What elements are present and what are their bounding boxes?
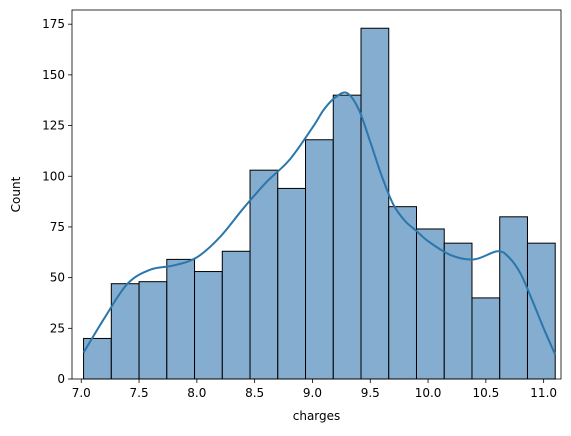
y-axis-label: Count (9, 176, 23, 212)
histogram-bar-7 (277, 187, 307, 380)
histogram-bar-11 (388, 206, 417, 380)
histogram-bar-4 (194, 271, 223, 380)
histogram-bar-2 (138, 281, 168, 380)
y-tick-label-1: 25 (50, 321, 65, 335)
y-tick-label-6: 150 (42, 68, 65, 82)
histogram-bar-10 (360, 27, 390, 380)
y-tick-label-7: 175 (42, 17, 65, 31)
axes-frame (71, 9, 562, 380)
x-tick-label-2: 8.0 (187, 386, 206, 400)
histogram-bar-1 (110, 283, 140, 380)
x-axis-label: charges (293, 409, 341, 423)
x-tick-label-8: 11.0 (530, 386, 557, 400)
x-tick-label-3: 8.5 (245, 386, 264, 400)
histogram-bar-9 (332, 94, 362, 380)
x-tick-label-5: 9.5 (361, 386, 380, 400)
histogram-bar-16 (526, 242, 556, 380)
histogram-bar-15 (499, 216, 528, 380)
y-axis-ticks: 0 25 50 75 100 125 150 175 (42, 17, 72, 386)
x-tick-label-1: 7.5 (130, 386, 149, 400)
x-tick-label-0: 7.0 (72, 386, 91, 400)
histogram-bar-6 (249, 169, 279, 380)
histogram-bar-14 (471, 297, 501, 380)
y-tick-label-3: 75 (50, 220, 65, 234)
histogram-bar-3 (166, 258, 196, 380)
histogram-bar-12 (415, 228, 445, 380)
bars-layer (83, 27, 556, 380)
histogram-bar-8 (305, 139, 334, 380)
y-tick-label-2: 50 (50, 271, 65, 285)
y-tick-label-4: 100 (42, 169, 65, 183)
x-tick-label-7: 10.5 (472, 386, 499, 400)
y-tick-label-5: 125 (42, 119, 65, 133)
x-tick-label-6: 10.0 (415, 386, 442, 400)
kde-curve (82, 91, 557, 356)
histogram-bar-5 (221, 250, 251, 380)
y-tick-label-0: 0 (57, 372, 65, 386)
x-axis-ticks: 7.0 7.5 8.0 8.5 9.0 9.5 10.0 10.5 11.0 (72, 379, 557, 400)
histogram-bar-13 (443, 242, 473, 380)
x-tick-label-4: 9.0 (303, 386, 322, 400)
